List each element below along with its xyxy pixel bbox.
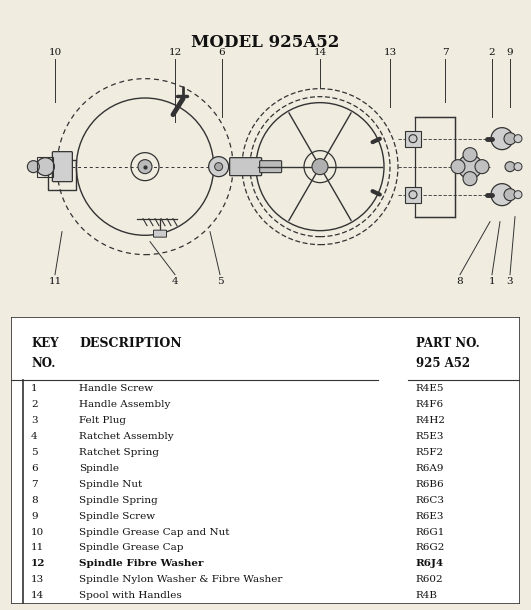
Text: R6E3: R6E3 <box>416 512 444 520</box>
Circle shape <box>491 127 513 149</box>
Circle shape <box>514 135 522 143</box>
Circle shape <box>504 188 516 201</box>
Text: 7: 7 <box>31 479 38 489</box>
Text: Spindle Grease Cap and Nut: Spindle Grease Cap and Nut <box>80 528 230 537</box>
Circle shape <box>491 184 513 206</box>
Text: R4B: R4B <box>416 592 438 600</box>
Circle shape <box>463 148 477 162</box>
Text: Spindle Fibre Washer: Spindle Fibre Washer <box>80 559 204 569</box>
Text: 10: 10 <box>48 48 62 57</box>
Text: Spindle Grease Cap: Spindle Grease Cap <box>80 544 184 553</box>
Circle shape <box>209 157 229 177</box>
Text: 5: 5 <box>217 277 224 285</box>
Text: R6G2: R6G2 <box>416 544 446 553</box>
Text: Spindle Nut: Spindle Nut <box>80 479 143 489</box>
Circle shape <box>138 160 152 174</box>
Text: Felt Plug: Felt Plug <box>80 415 126 425</box>
Text: 7: 7 <box>442 48 448 57</box>
Text: PART NO.: PART NO. <box>416 337 479 350</box>
Text: R602: R602 <box>416 575 443 584</box>
Text: KEY: KEY <box>31 337 58 350</box>
Text: R6B6: R6B6 <box>416 479 444 489</box>
FancyBboxPatch shape <box>53 152 72 182</box>
Circle shape <box>312 159 328 174</box>
Text: DESCRIPTION: DESCRIPTION <box>80 337 182 350</box>
Text: 6: 6 <box>31 464 38 473</box>
Text: Spindle Nylon Washer & Fibre Washer: Spindle Nylon Washer & Fibre Washer <box>80 575 283 584</box>
Text: 1: 1 <box>31 384 38 393</box>
Circle shape <box>514 163 522 171</box>
Text: 12: 12 <box>168 48 182 57</box>
FancyBboxPatch shape <box>153 230 167 237</box>
Circle shape <box>409 191 417 199</box>
Text: Spindle Spring: Spindle Spring <box>80 495 158 504</box>
Text: MODEL 925A52: MODEL 925A52 <box>191 34 339 51</box>
Circle shape <box>475 160 489 174</box>
Circle shape <box>28 160 39 173</box>
FancyBboxPatch shape <box>260 160 281 173</box>
Circle shape <box>458 155 482 179</box>
Text: Spindle Screw: Spindle Screw <box>80 512 156 520</box>
Text: Ratchet Assembly: Ratchet Assembly <box>80 432 174 440</box>
Text: 2: 2 <box>31 400 38 409</box>
Text: 3: 3 <box>31 415 38 425</box>
Text: Spindle: Spindle <box>80 464 119 473</box>
Text: R6C3: R6C3 <box>416 495 445 504</box>
Circle shape <box>504 132 516 145</box>
Circle shape <box>410 135 416 142</box>
Text: Ratchet Spring: Ratchet Spring <box>80 448 159 457</box>
Bar <box>405 131 421 146</box>
Circle shape <box>409 135 417 143</box>
Circle shape <box>410 192 416 198</box>
Text: R5E3: R5E3 <box>416 432 444 440</box>
Text: 9: 9 <box>507 48 513 57</box>
Text: R6A9: R6A9 <box>416 464 444 473</box>
Text: 5: 5 <box>31 448 38 457</box>
Text: 13: 13 <box>383 48 397 57</box>
Text: 8: 8 <box>31 495 38 504</box>
Text: Handle Screw: Handle Screw <box>80 384 153 393</box>
Text: R4H2: R4H2 <box>416 415 446 425</box>
Circle shape <box>505 162 515 171</box>
Text: 12: 12 <box>31 559 46 569</box>
Text: 6: 6 <box>219 48 225 57</box>
Text: 1: 1 <box>489 277 495 285</box>
Bar <box>405 187 421 203</box>
Text: R6J4: R6J4 <box>416 559 444 569</box>
Circle shape <box>451 160 465 174</box>
Text: 14: 14 <box>313 48 327 57</box>
Text: 14: 14 <box>31 592 44 600</box>
Circle shape <box>215 163 222 171</box>
Text: 4: 4 <box>172 277 178 285</box>
Text: 10: 10 <box>31 528 44 537</box>
Circle shape <box>36 157 54 176</box>
Text: R5F2: R5F2 <box>416 448 444 457</box>
Text: NO.: NO. <box>31 357 55 370</box>
Text: R4F6: R4F6 <box>416 400 444 409</box>
FancyBboxPatch shape <box>229 157 262 176</box>
Text: Handle Assembly: Handle Assembly <box>80 400 171 409</box>
Circle shape <box>463 171 477 185</box>
Text: 925 A52: 925 A52 <box>416 357 470 370</box>
Text: 9: 9 <box>31 512 38 520</box>
Text: 3: 3 <box>507 277 513 285</box>
Text: 11: 11 <box>48 277 62 285</box>
Bar <box>48 160 76 190</box>
Text: R4E5: R4E5 <box>416 384 444 393</box>
Text: 13: 13 <box>31 575 44 584</box>
Circle shape <box>514 191 522 199</box>
Bar <box>37 157 53 177</box>
Text: 11: 11 <box>31 544 44 553</box>
Text: 4: 4 <box>31 432 38 440</box>
Text: 8: 8 <box>457 277 464 285</box>
Text: Spool with Handles: Spool with Handles <box>80 592 182 600</box>
Text: 2: 2 <box>489 48 495 57</box>
Text: R6G1: R6G1 <box>416 528 446 537</box>
